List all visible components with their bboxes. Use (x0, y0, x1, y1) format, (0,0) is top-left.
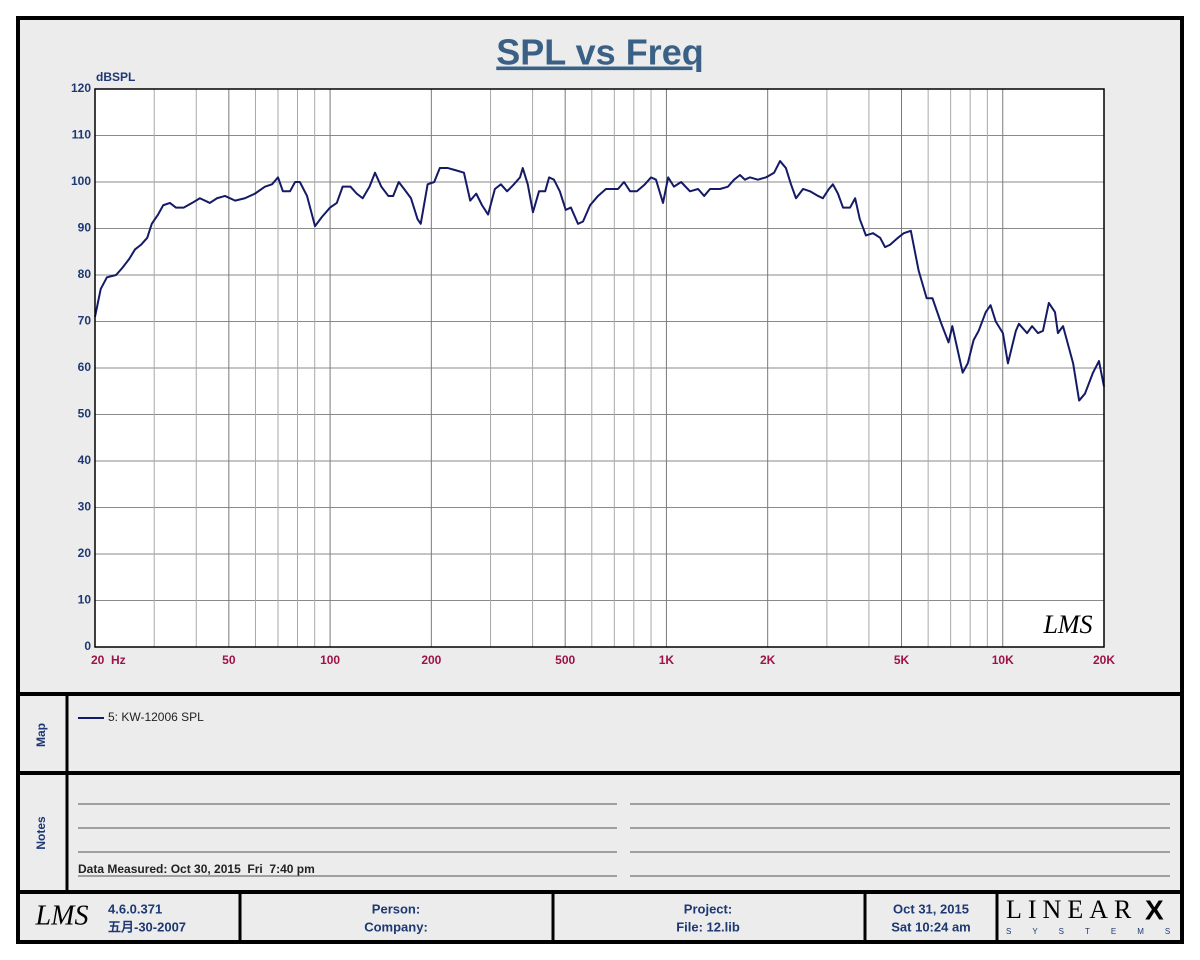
y-tick-label: 100 (71, 174, 91, 188)
y-tick-label: 70 (78, 314, 92, 328)
x-tick-label: 2K (760, 653, 776, 667)
series-line (94, 160, 1105, 402)
y-axis-label: dBSPL (96, 70, 135, 84)
x-tick-label: 1K (659, 653, 675, 667)
x-tick-label: 5K (894, 653, 910, 667)
y-tick-label: 120 (71, 81, 91, 95)
chart-title: SPL vs Freq (496, 32, 703, 73)
y-tick-label: 40 (78, 453, 92, 467)
file: File: 12.lib (676, 919, 740, 934)
y-tick-label: 60 (78, 360, 92, 374)
y-tick-label: 10 (78, 593, 92, 607)
y-tick-label: 50 (78, 407, 92, 421)
x-tick-label: 10K (992, 653, 1014, 667)
footer-logo: LMS (35, 900, 89, 931)
version: 4.6.0.371 (108, 901, 162, 916)
person: Person: (372, 901, 420, 916)
time: Sat 10:24 am (891, 919, 971, 934)
plot-border (94, 88, 1105, 648)
brand-sub: SYSTEMS (1006, 927, 1191, 936)
x-tick-label: 200 (421, 653, 441, 667)
note-lines (78, 803, 1170, 877)
map-label: Map (34, 723, 48, 747)
x-tick-label: 100 (320, 653, 340, 667)
y-tick-label: 20 (78, 546, 92, 560)
y-tick-label: 0 (84, 639, 91, 653)
legend-label: 5: KW-12006 SPL (108, 710, 204, 724)
date: Oct 31, 2015 (893, 901, 969, 916)
y-tick-label: 110 (72, 128, 92, 142)
company: Company: (364, 919, 428, 934)
x-tick-label: 20K (1093, 653, 1115, 667)
notes-label: Notes (34, 816, 48, 850)
x-tick-label: 500 (555, 653, 575, 667)
brand: LINEAR (1006, 895, 1137, 924)
y-tick-label: 90 (78, 221, 92, 235)
version-date: 五月-30-2007 (108, 919, 186, 934)
x-tick-label: 20 Hz (91, 653, 126, 667)
project: Project: (684, 901, 732, 916)
y-tick-label: 30 (78, 500, 92, 514)
brand-x: X (1145, 894, 1164, 925)
watermark: LMS (1042, 610, 1092, 639)
x-tick-label: 50 (222, 653, 236, 667)
y-tick-label: 80 (78, 267, 92, 281)
data-measured: Data Measured: Oct 30, 2015 Fri 7:40 pm (78, 862, 315, 876)
